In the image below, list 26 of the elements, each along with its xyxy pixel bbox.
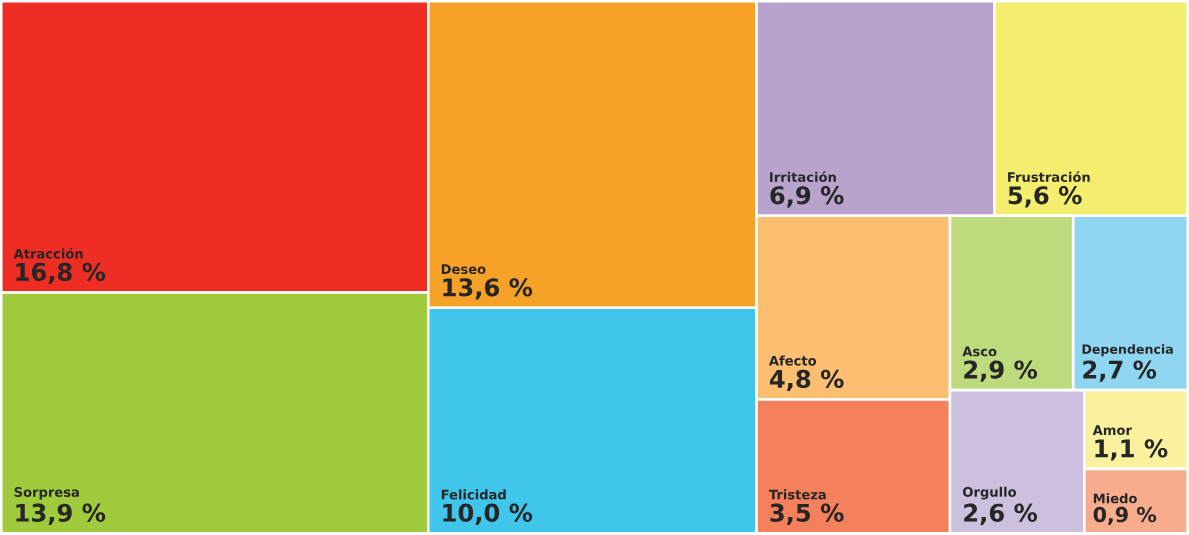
data-label: 5,6 % bbox=[1008, 186, 1082, 208]
data-label: 2,7 % bbox=[1083, 360, 1157, 383]
data-label: 4,8 % bbox=[769, 369, 844, 392]
data-label: 6,9 % bbox=[770, 186, 844, 208]
data-label: 3,5 % bbox=[770, 503, 844, 526]
category-label: Asco bbox=[962, 346, 997, 357]
data-label: 13,6 % bbox=[443, 278, 533, 300]
category-label: Frustración bbox=[1008, 171, 1090, 183]
data-label: 1,1 % bbox=[1095, 439, 1168, 461]
category-label: Orgullo bbox=[962, 486, 1017, 500]
data-label: 0,9 % bbox=[1093, 507, 1157, 526]
category-label: Dependencia bbox=[1082, 344, 1173, 357]
data-label: 10,0 % bbox=[443, 503, 533, 526]
category-label: Deseo bbox=[441, 264, 486, 275]
category-label: Tristeza bbox=[768, 489, 826, 500]
data-label: 2,9 % bbox=[964, 360, 1038, 383]
category-label: Amor bbox=[1092, 425, 1132, 436]
category-label: Sorpresa bbox=[14, 487, 79, 500]
category-label: Irritación bbox=[770, 171, 836, 183]
category-label: Miedo bbox=[1093, 493, 1137, 504]
data-label: 13,9 % bbox=[16, 503, 106, 526]
category-label: Afecto bbox=[768, 355, 817, 366]
category-label: Atracción bbox=[13, 248, 83, 259]
data-label: 16,8 % bbox=[16, 262, 106, 285]
data-label: 2,6 % bbox=[964, 503, 1038, 526]
category-label: Felicidad bbox=[441, 489, 506, 500]
